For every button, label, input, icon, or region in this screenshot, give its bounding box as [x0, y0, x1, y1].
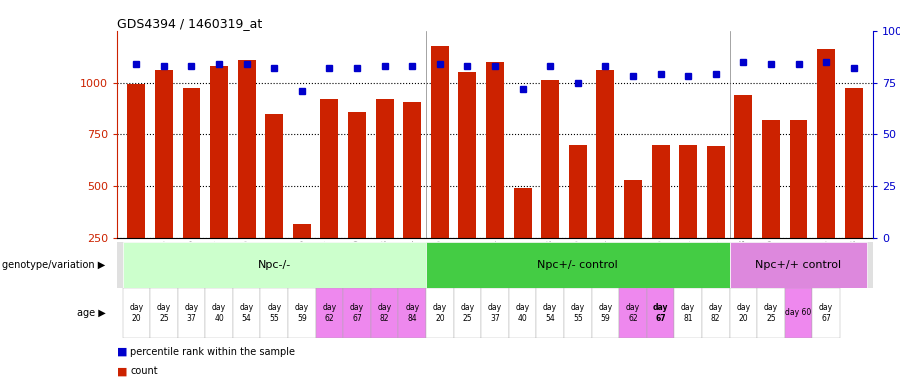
- Bar: [482, 288, 508, 338]
- Bar: [122, 288, 150, 338]
- Text: day
40: day 40: [212, 303, 226, 323]
- Text: day
62: day 62: [626, 303, 640, 323]
- Bar: [233, 288, 260, 338]
- Bar: [403, 102, 421, 290]
- Text: age ▶: age ▶: [76, 308, 105, 318]
- Bar: [316, 288, 343, 338]
- Bar: [817, 50, 835, 290]
- Bar: [205, 288, 233, 338]
- Text: day
25: day 25: [460, 303, 474, 323]
- Bar: [706, 146, 724, 290]
- Text: day
62: day 62: [322, 303, 337, 323]
- Bar: [514, 188, 532, 290]
- Text: day
37: day 37: [488, 303, 502, 323]
- Text: GDS4394 / 1460319_at: GDS4394 / 1460319_at: [117, 17, 262, 30]
- Bar: [266, 114, 284, 290]
- Text: day
82: day 82: [378, 303, 392, 323]
- Text: ■: ■: [117, 347, 128, 357]
- Text: Npc+/+ control: Npc+/+ control: [755, 260, 842, 270]
- Bar: [371, 288, 399, 338]
- Bar: [734, 95, 752, 290]
- Text: day
20: day 20: [130, 303, 143, 323]
- Bar: [155, 70, 173, 290]
- Bar: [260, 288, 288, 338]
- Text: day
20: day 20: [433, 303, 447, 323]
- Bar: [343, 288, 371, 338]
- Bar: [458, 72, 476, 290]
- Bar: [508, 288, 536, 338]
- Bar: [730, 288, 757, 338]
- Bar: [757, 288, 785, 338]
- Bar: [150, 288, 177, 338]
- Text: day
20: day 20: [736, 303, 751, 323]
- Bar: [536, 288, 564, 338]
- Bar: [426, 242, 730, 288]
- Text: day
54: day 54: [239, 303, 254, 323]
- Text: day
67: day 67: [350, 303, 365, 323]
- Text: day
55: day 55: [571, 303, 585, 323]
- Bar: [680, 145, 698, 290]
- Bar: [569, 145, 587, 290]
- Bar: [127, 84, 145, 290]
- Bar: [591, 288, 619, 338]
- Text: percentile rank within the sample: percentile rank within the sample: [130, 347, 295, 357]
- Text: day
59: day 59: [295, 303, 309, 323]
- Text: day
84: day 84: [405, 303, 419, 323]
- Bar: [426, 288, 454, 338]
- Bar: [177, 288, 205, 338]
- Bar: [813, 288, 840, 338]
- Text: day
59: day 59: [598, 303, 612, 323]
- Text: day
25: day 25: [157, 303, 171, 323]
- Bar: [210, 66, 228, 290]
- Bar: [652, 145, 670, 290]
- Text: day
40: day 40: [516, 303, 530, 323]
- Bar: [183, 88, 201, 290]
- Text: day
81: day 81: [681, 303, 695, 323]
- Bar: [348, 112, 366, 290]
- Text: day
67: day 67: [652, 303, 669, 323]
- Text: day
55: day 55: [267, 303, 282, 323]
- Text: day
25: day 25: [764, 303, 778, 323]
- Bar: [454, 288, 482, 338]
- Text: Npc-/-: Npc-/-: [257, 260, 291, 270]
- Bar: [730, 242, 868, 288]
- Text: day
37: day 37: [184, 303, 199, 323]
- Text: genotype/variation ▶: genotype/variation ▶: [3, 260, 105, 270]
- Text: day 60: day 60: [786, 308, 812, 318]
- Bar: [762, 120, 780, 290]
- Bar: [674, 288, 702, 338]
- Bar: [541, 81, 559, 290]
- Text: day
67: day 67: [819, 303, 833, 323]
- Bar: [619, 288, 647, 338]
- Text: day
82: day 82: [708, 303, 723, 323]
- Text: count: count: [130, 366, 158, 376]
- Bar: [122, 242, 426, 288]
- Bar: [785, 288, 813, 338]
- Bar: [292, 223, 310, 290]
- Bar: [702, 288, 730, 338]
- Bar: [624, 180, 642, 290]
- Text: ■: ■: [117, 366, 128, 376]
- Text: day
54: day 54: [543, 303, 557, 323]
- Bar: [597, 70, 615, 290]
- Text: Npc+/- control: Npc+/- control: [537, 260, 618, 270]
- Bar: [486, 62, 504, 290]
- Bar: [399, 288, 426, 338]
- Bar: [320, 99, 338, 290]
- Bar: [288, 288, 316, 338]
- Bar: [845, 88, 863, 290]
- Bar: [431, 46, 449, 290]
- Bar: [564, 288, 591, 338]
- Bar: [789, 120, 807, 290]
- Bar: [647, 288, 674, 338]
- Bar: [238, 60, 256, 290]
- Bar: [375, 99, 393, 290]
